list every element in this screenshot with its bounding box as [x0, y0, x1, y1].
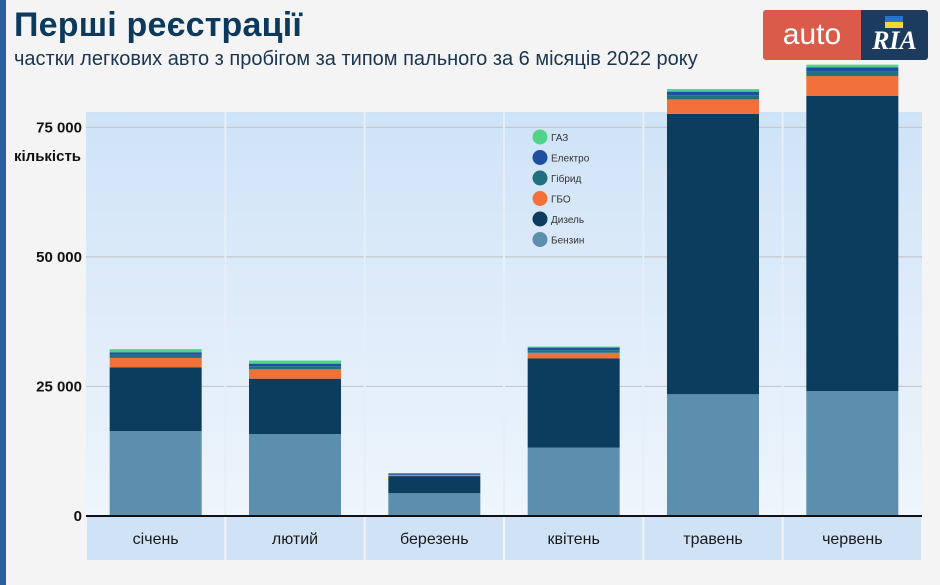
- legend-label: ГБО: [551, 195, 571, 206]
- bar-segment: [388, 473, 481, 475]
- bar-segment: [527, 352, 620, 359]
- bar-segment: [249, 363, 341, 367]
- bar-segment: [388, 476, 481, 494]
- x-category-band: [783, 516, 921, 560]
- y-tick-label: 75 000: [36, 119, 82, 136]
- bar-segment: [806, 391, 899, 516]
- legend-label: Гібрид: [551, 173, 582, 185]
- legend-marker: [532, 170, 548, 186]
- x-tick-label: квітень: [548, 531, 600, 548]
- legend-label: ГАЗ: [551, 133, 568, 144]
- legend-marker: [532, 129, 548, 145]
- bar-segment: [527, 350, 620, 353]
- logo-auto-text: auto: [763, 10, 861, 60]
- y-tick-label: 0: [74, 508, 82, 525]
- legend-item[interactable]: ГБО: [532, 191, 571, 206]
- bar-segment: [249, 366, 341, 370]
- x-tick-label: лютий: [272, 531, 318, 548]
- legend-label: Дизель: [551, 215, 584, 226]
- bar-segment: [527, 346, 620, 348]
- page-subtitle: частки легкових авто з пробігом за типом…: [14, 48, 698, 70]
- bar-segment: [806, 76, 899, 96]
- legend-marker: [532, 191, 548, 206]
- x-tick-label: березень: [400, 531, 469, 548]
- bar-segment: [249, 378, 341, 435]
- legend-item[interactable]: Бензин: [532, 232, 585, 247]
- bar-segment: [667, 113, 759, 395]
- bar-segment: [806, 95, 899, 392]
- legend-label: Бензин: [551, 236, 584, 247]
- legend-marker: [532, 232, 548, 247]
- legend-item[interactable]: Гібрид: [532, 170, 582, 186]
- bar-segment: [806, 67, 899, 72]
- logo-ria-text: RIA: [872, 26, 917, 55]
- x-category-band: [505, 516, 643, 560]
- gridlines: [86, 112, 922, 516]
- bar-segment: [806, 64, 899, 68]
- x-category-band: [226, 516, 364, 560]
- bar-segment: [249, 434, 341, 516]
- x-tick-label: травень: [683, 531, 743, 548]
- bar-segment: [109, 357, 202, 368]
- page-title: Перші реєстрації: [14, 6, 303, 44]
- x-tick-label: червень: [822, 531, 883, 548]
- bar-segment: [109, 352, 202, 355]
- left-accent-bar: [0, 0, 6, 585]
- bar-segment: [667, 394, 759, 516]
- y-tick-label: 25 000: [36, 378, 82, 395]
- bar-segment: [667, 95, 759, 100]
- bar-segment: [388, 472, 481, 474]
- bar-segment: [249, 369, 341, 379]
- x-tick-label: січень: [133, 531, 179, 548]
- x-category-band: [87, 516, 225, 560]
- bar-segment: [388, 474, 481, 476]
- bar-segment: [667, 89, 759, 92]
- bar-segment: [667, 91, 759, 96]
- bar-segment: [388, 475, 481, 477]
- bar-segment: [527, 358, 620, 448]
- y-axis-ticks: 0 25 000 50 000 75 000: [36, 119, 82, 525]
- autoria-logo[interactable]: auto RIA: [763, 10, 928, 60]
- x-category-band: [365, 516, 503, 560]
- x-axis: січень лютий березень квітень травень червень: [86, 515, 922, 560]
- bar-segment: [109, 431, 202, 516]
- bar-segment: [249, 360, 341, 364]
- y-tick-label: 50 000: [36, 249, 82, 266]
- legend-item[interactable]: ГАЗ: [532, 129, 569, 145]
- legend: ГАЗ Електро Гібрид ГБО Дизель Бензин: [532, 129, 590, 247]
- legend-label: Електро: [551, 154, 590, 165]
- bar-segment: [109, 349, 202, 353]
- legend-item[interactable]: Дизель: [532, 211, 585, 227]
- ukraine-flag-icon: [885, 16, 903, 28]
- y-axis-label: кількість: [14, 148, 81, 165]
- bar-segment: [388, 493, 481, 516]
- x-category-band: [644, 516, 782, 560]
- legend-marker: [532, 211, 548, 227]
- bar-segment: [806, 71, 899, 77]
- bar-segment: [527, 347, 620, 351]
- bar-segment: [109, 367, 202, 432]
- logo-ria-block: RIA: [861, 10, 928, 60]
- legend-item[interactable]: Електро: [532, 150, 590, 165]
- legend-marker: [532, 150, 548, 165]
- bar-segment: [109, 354, 202, 358]
- bar-segment: [527, 447, 620, 516]
- bars: [109, 64, 899, 516]
- bar-segment: [667, 99, 759, 114]
